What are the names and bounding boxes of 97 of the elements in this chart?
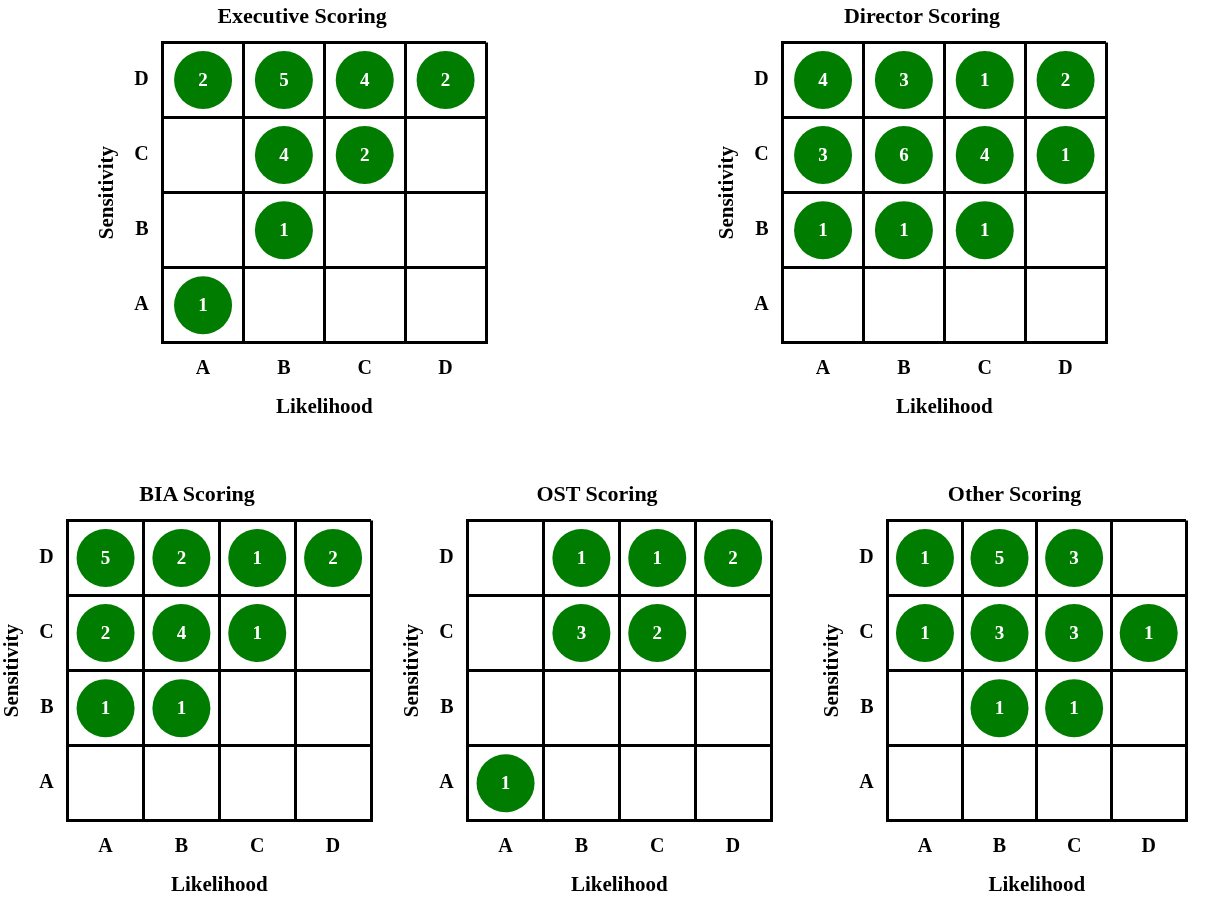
y-tick-label: A	[39, 770, 55, 793]
y-tick-label: A	[134, 292, 150, 315]
y-axis-title: Sensitivity	[94, 145, 119, 240]
y-tick-label: B	[40, 695, 54, 718]
data-label: 3	[899, 68, 909, 90]
data-label: 3	[818, 143, 828, 165]
x-tick-label: A	[98, 833, 114, 856]
y-tick-label: B	[860, 695, 874, 718]
data-label: 1	[176, 697, 187, 719]
chart-title: OST Scoring	[536, 480, 658, 506]
data-label: 1	[979, 219, 990, 241]
x-tick-label: B	[897, 355, 911, 378]
x-axis-title: Likelihood	[170, 871, 269, 896]
y-axis-title: Sensitivity	[714, 145, 739, 240]
data-label: 2	[1060, 68, 1071, 90]
chart-title: Other Scoring	[947, 480, 1082, 506]
data-label: 1	[500, 772, 511, 794]
x-tick-label: C	[357, 355, 372, 378]
x-tick-label: C	[650, 833, 665, 856]
data-label: 1	[920, 546, 930, 568]
data-label: 4	[359, 68, 370, 90]
x-tick-label: D	[1058, 355, 1073, 378]
data-label: 1	[198, 294, 208, 316]
data-label: 1	[279, 219, 289, 241]
data-label: 2	[328, 546, 338, 568]
data-label: 1	[100, 697, 111, 719]
chart-title: Executive Scoring	[217, 2, 387, 28]
data-label: 3	[1069, 621, 1079, 643]
x-tick-label: C	[250, 833, 265, 856]
x-tick-label: B	[174, 833, 189, 856]
y-tick-label: B	[135, 217, 149, 240]
x-tick-label: A	[498, 833, 514, 856]
y-tick-label: D	[134, 67, 149, 90]
data-label: 3	[576, 621, 587, 643]
data-label: 5	[279, 68, 289, 90]
y-tick-label: C	[439, 620, 454, 643]
y-tick-label: C	[859, 620, 874, 643]
data-label: 2	[198, 68, 208, 90]
x-tick-label: D	[325, 833, 341, 856]
x-tick-label: D	[1141, 833, 1156, 856]
x-tick-label: B	[277, 355, 291, 378]
x-tick-label: B	[992, 833, 1007, 856]
x-tick-label: A	[815, 355, 831, 378]
data-label: 4	[176, 621, 187, 643]
y-axis-title: Sensitivity	[819, 623, 844, 718]
y-tick-label: D	[39, 545, 54, 568]
y-tick-label: D	[754, 67, 769, 90]
data-label: 6	[899, 143, 909, 165]
data-label: 1	[899, 219, 909, 241]
data-label: 5	[994, 546, 1005, 568]
y-tick-label: C	[39, 620, 54, 643]
data-label: 1	[252, 546, 262, 568]
data-label: 4	[279, 143, 290, 165]
data-label: 1	[252, 621, 262, 643]
y-tick-label: A	[439, 770, 455, 793]
data-label: 3	[994, 621, 1005, 643]
data-label: 4	[818, 68, 829, 90]
y-axis-title: Sensitivity	[399, 623, 424, 718]
y-tick-label: C	[754, 142, 769, 165]
data-label: 2	[100, 621, 111, 643]
x-tick-label: A	[195, 355, 211, 378]
data-label: 4	[979, 143, 990, 165]
data-label: 2	[176, 546, 187, 568]
data-label: 2	[728, 546, 738, 568]
y-tick-label: A	[859, 770, 875, 793]
data-label: 5	[100, 546, 111, 568]
y-tick-label: A	[754, 292, 770, 315]
x-tick-label: C	[977, 355, 992, 378]
data-label: 1	[818, 219, 828, 241]
y-tick-label: C	[134, 142, 149, 165]
data-label: 1	[920, 621, 930, 643]
x-tick-label: C	[1066, 833, 1082, 856]
x-axis-title: Likelihood	[988, 871, 1086, 896]
chart-title: Director Scoring	[843, 2, 1001, 28]
y-axis-title: Sensitivity	[0, 623, 24, 718]
data-label: 1	[994, 697, 1005, 719]
data-label: 2	[359, 143, 370, 165]
x-tick-label: A	[917, 833, 933, 856]
y-tick-label: B	[440, 695, 454, 718]
x-axis-title: Likelihood	[895, 393, 994, 418]
data-label: 1	[576, 546, 587, 568]
data-label: 1	[652, 546, 662, 568]
x-tick-label: B	[574, 833, 589, 856]
data-label: 2	[440, 68, 451, 90]
data-label: 1	[979, 68, 990, 90]
x-tick-label: D	[725, 833, 741, 856]
data-label: 3	[1069, 546, 1079, 568]
y-tick-label: D	[439, 545, 454, 568]
data-label: 1	[1069, 697, 1079, 719]
x-axis-title: Likelihood	[570, 871, 669, 896]
data-label: 1	[1143, 621, 1154, 643]
chart-title: BIA Scoring	[139, 480, 255, 506]
y-tick-label: D	[859, 545, 874, 568]
data-label: 1	[1060, 143, 1071, 165]
y-tick-label: B	[755, 217, 769, 240]
data-label: 2	[652, 621, 662, 643]
x-axis-title: Likelihood	[275, 393, 374, 418]
